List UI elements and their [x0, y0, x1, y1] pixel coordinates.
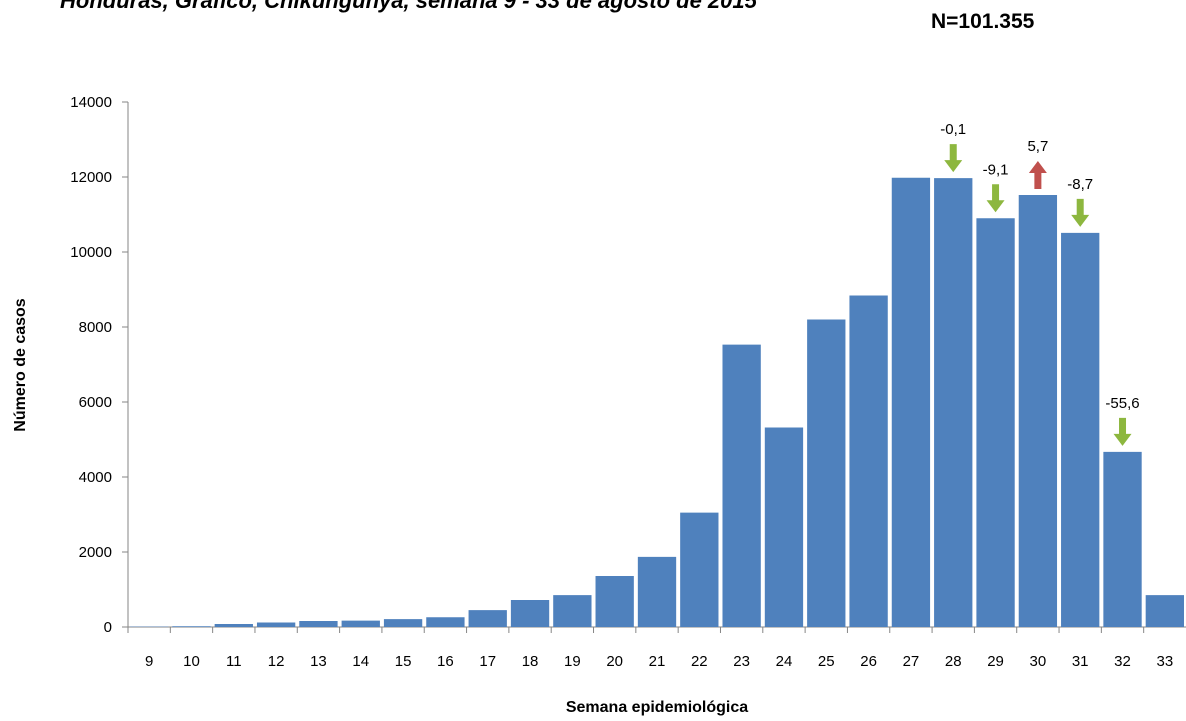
bar [976, 218, 1014, 627]
x-tick-label: 12 [268, 653, 285, 670]
annotation-label: 5,7 [1027, 138, 1048, 155]
bar [215, 624, 253, 627]
bar [1146, 595, 1184, 627]
bar [1019, 195, 1057, 627]
x-tick-label: 17 [479, 653, 496, 670]
up-arrow-icon [1029, 161, 1047, 189]
bar [722, 345, 760, 627]
bar [511, 600, 549, 627]
bar [1061, 233, 1099, 627]
x-tick-label: 22 [691, 653, 708, 670]
bar [1103, 452, 1141, 627]
x-tick-label: 29 [987, 653, 1004, 670]
x-tick-label: 16 [437, 653, 454, 670]
bar [299, 621, 337, 627]
y-tick-label: 14000 [70, 94, 112, 111]
down-arrow-icon [1071, 199, 1089, 227]
bar [384, 619, 422, 627]
annotation-label: -55,6 [1105, 395, 1139, 412]
x-tick-label: 31 [1072, 653, 1089, 670]
bar [469, 610, 507, 627]
bar [892, 178, 930, 627]
down-arrow-icon [944, 144, 962, 172]
annotation-label: -0,1 [940, 121, 966, 138]
y-tick-label: 10000 [70, 244, 112, 261]
y-tick-label: 12000 [70, 169, 112, 186]
x-tick-label: 21 [649, 653, 666, 670]
y-axis-title: Número de casos [12, 298, 29, 431]
x-tick-label: 27 [903, 653, 920, 670]
bar [553, 595, 591, 627]
bar [638, 557, 676, 627]
x-tick-label: 14 [352, 653, 369, 670]
x-tick-label: 13 [310, 653, 327, 670]
y-tick-label: 0 [104, 619, 112, 636]
bar [934, 178, 972, 627]
bar [172, 626, 210, 627]
bar-layer [130, 178, 1184, 627]
bar [849, 296, 887, 628]
x-tick-label: 19 [564, 653, 581, 670]
x-tick-label: 20 [606, 653, 623, 670]
down-arrow-icon [987, 184, 1005, 212]
annotation-label: -9,1 [983, 161, 1009, 178]
y-tick-label: 6000 [79, 394, 112, 411]
x-tick-label: 26 [860, 653, 877, 670]
annotation-label: -8,7 [1067, 176, 1093, 193]
bar [342, 621, 380, 627]
y-tick-label: 4000 [79, 469, 112, 486]
bar [807, 320, 845, 628]
sample-size-label: N=101.355 [931, 10, 1034, 34]
x-tick-label: 33 [1156, 653, 1173, 670]
x-tick-label: 9 [145, 653, 153, 670]
x-tick-label: 25 [818, 653, 835, 670]
bar [596, 576, 634, 627]
bar [765, 428, 803, 628]
x-tick-label: 10 [183, 653, 200, 670]
bar [680, 513, 718, 627]
x-axis-title: Semana epidemiológica [566, 699, 748, 716]
x-tick-label: 15 [395, 653, 412, 670]
y-tick-label: 8000 [79, 319, 112, 336]
x-tick-label: 18 [522, 653, 539, 670]
partial-title: Honduras, Gráfico, Chikungunya, semana 9… [60, 0, 757, 14]
x-tick-label: 30 [1030, 653, 1047, 670]
bar [426, 617, 464, 627]
x-tick-label: 24 [776, 653, 793, 670]
down-arrow-icon [1114, 418, 1132, 446]
x-tick-label: 28 [945, 653, 962, 670]
x-tick-label: 11 [226, 653, 242, 670]
y-tick-label: 2000 [79, 544, 112, 561]
x-tick-label: 32 [1114, 653, 1131, 670]
bar [257, 623, 295, 628]
x-tick-label: 23 [733, 653, 750, 670]
